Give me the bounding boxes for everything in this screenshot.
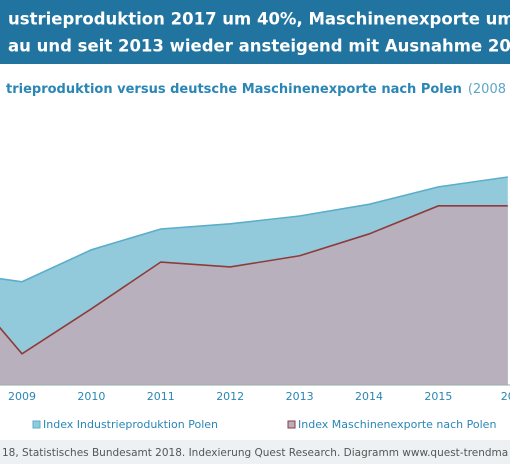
line	[0, 176, 508, 283]
line	[0, 205, 508, 355]
chart-title: ustrieproduktion 2017 um 40%, Maschinene…	[8, 10, 510, 29]
x-tick-label: 2012	[216, 390, 244, 403]
x-tick-label: 2011	[147, 390, 175, 403]
x-tick-label: 20	[501, 390, 510, 403]
source-band	[0, 440, 510, 464]
title-band	[0, 0, 510, 64]
plot	[0, 176, 508, 385]
x-tick-label: 2010	[77, 390, 105, 403]
x-tick-label: 2015	[424, 390, 452, 403]
x-tick-label: 2013	[286, 390, 314, 403]
subtitle-note: (2008	[468, 82, 506, 97]
legend: Index Industrieproduktion Polen Index Mas…	[32, 418, 496, 431]
x-tick-label: 2009	[8, 390, 36, 403]
x-tick-label: 2014	[355, 390, 383, 403]
area	[0, 205, 508, 385]
legend-swatch	[32, 420, 41, 429]
legend-label: Index Industrieproduktion Polen	[43, 418, 218, 431]
source: 18, Statistisches Bundesamt 2018. Indexi…	[2, 447, 508, 459]
subtitle-text: trieproduktion versus deutsche Maschinen…	[6, 82, 462, 97]
legend-label: Index Maschinenexporte nach Polen	[298, 418, 496, 431]
chart-title: au und seit 2013 wieder ansteigend mit A…	[8, 37, 510, 56]
legend-swatch	[287, 420, 296, 429]
subtitle: trieproduktion versus deutsche Maschinen…	[6, 82, 506, 97]
